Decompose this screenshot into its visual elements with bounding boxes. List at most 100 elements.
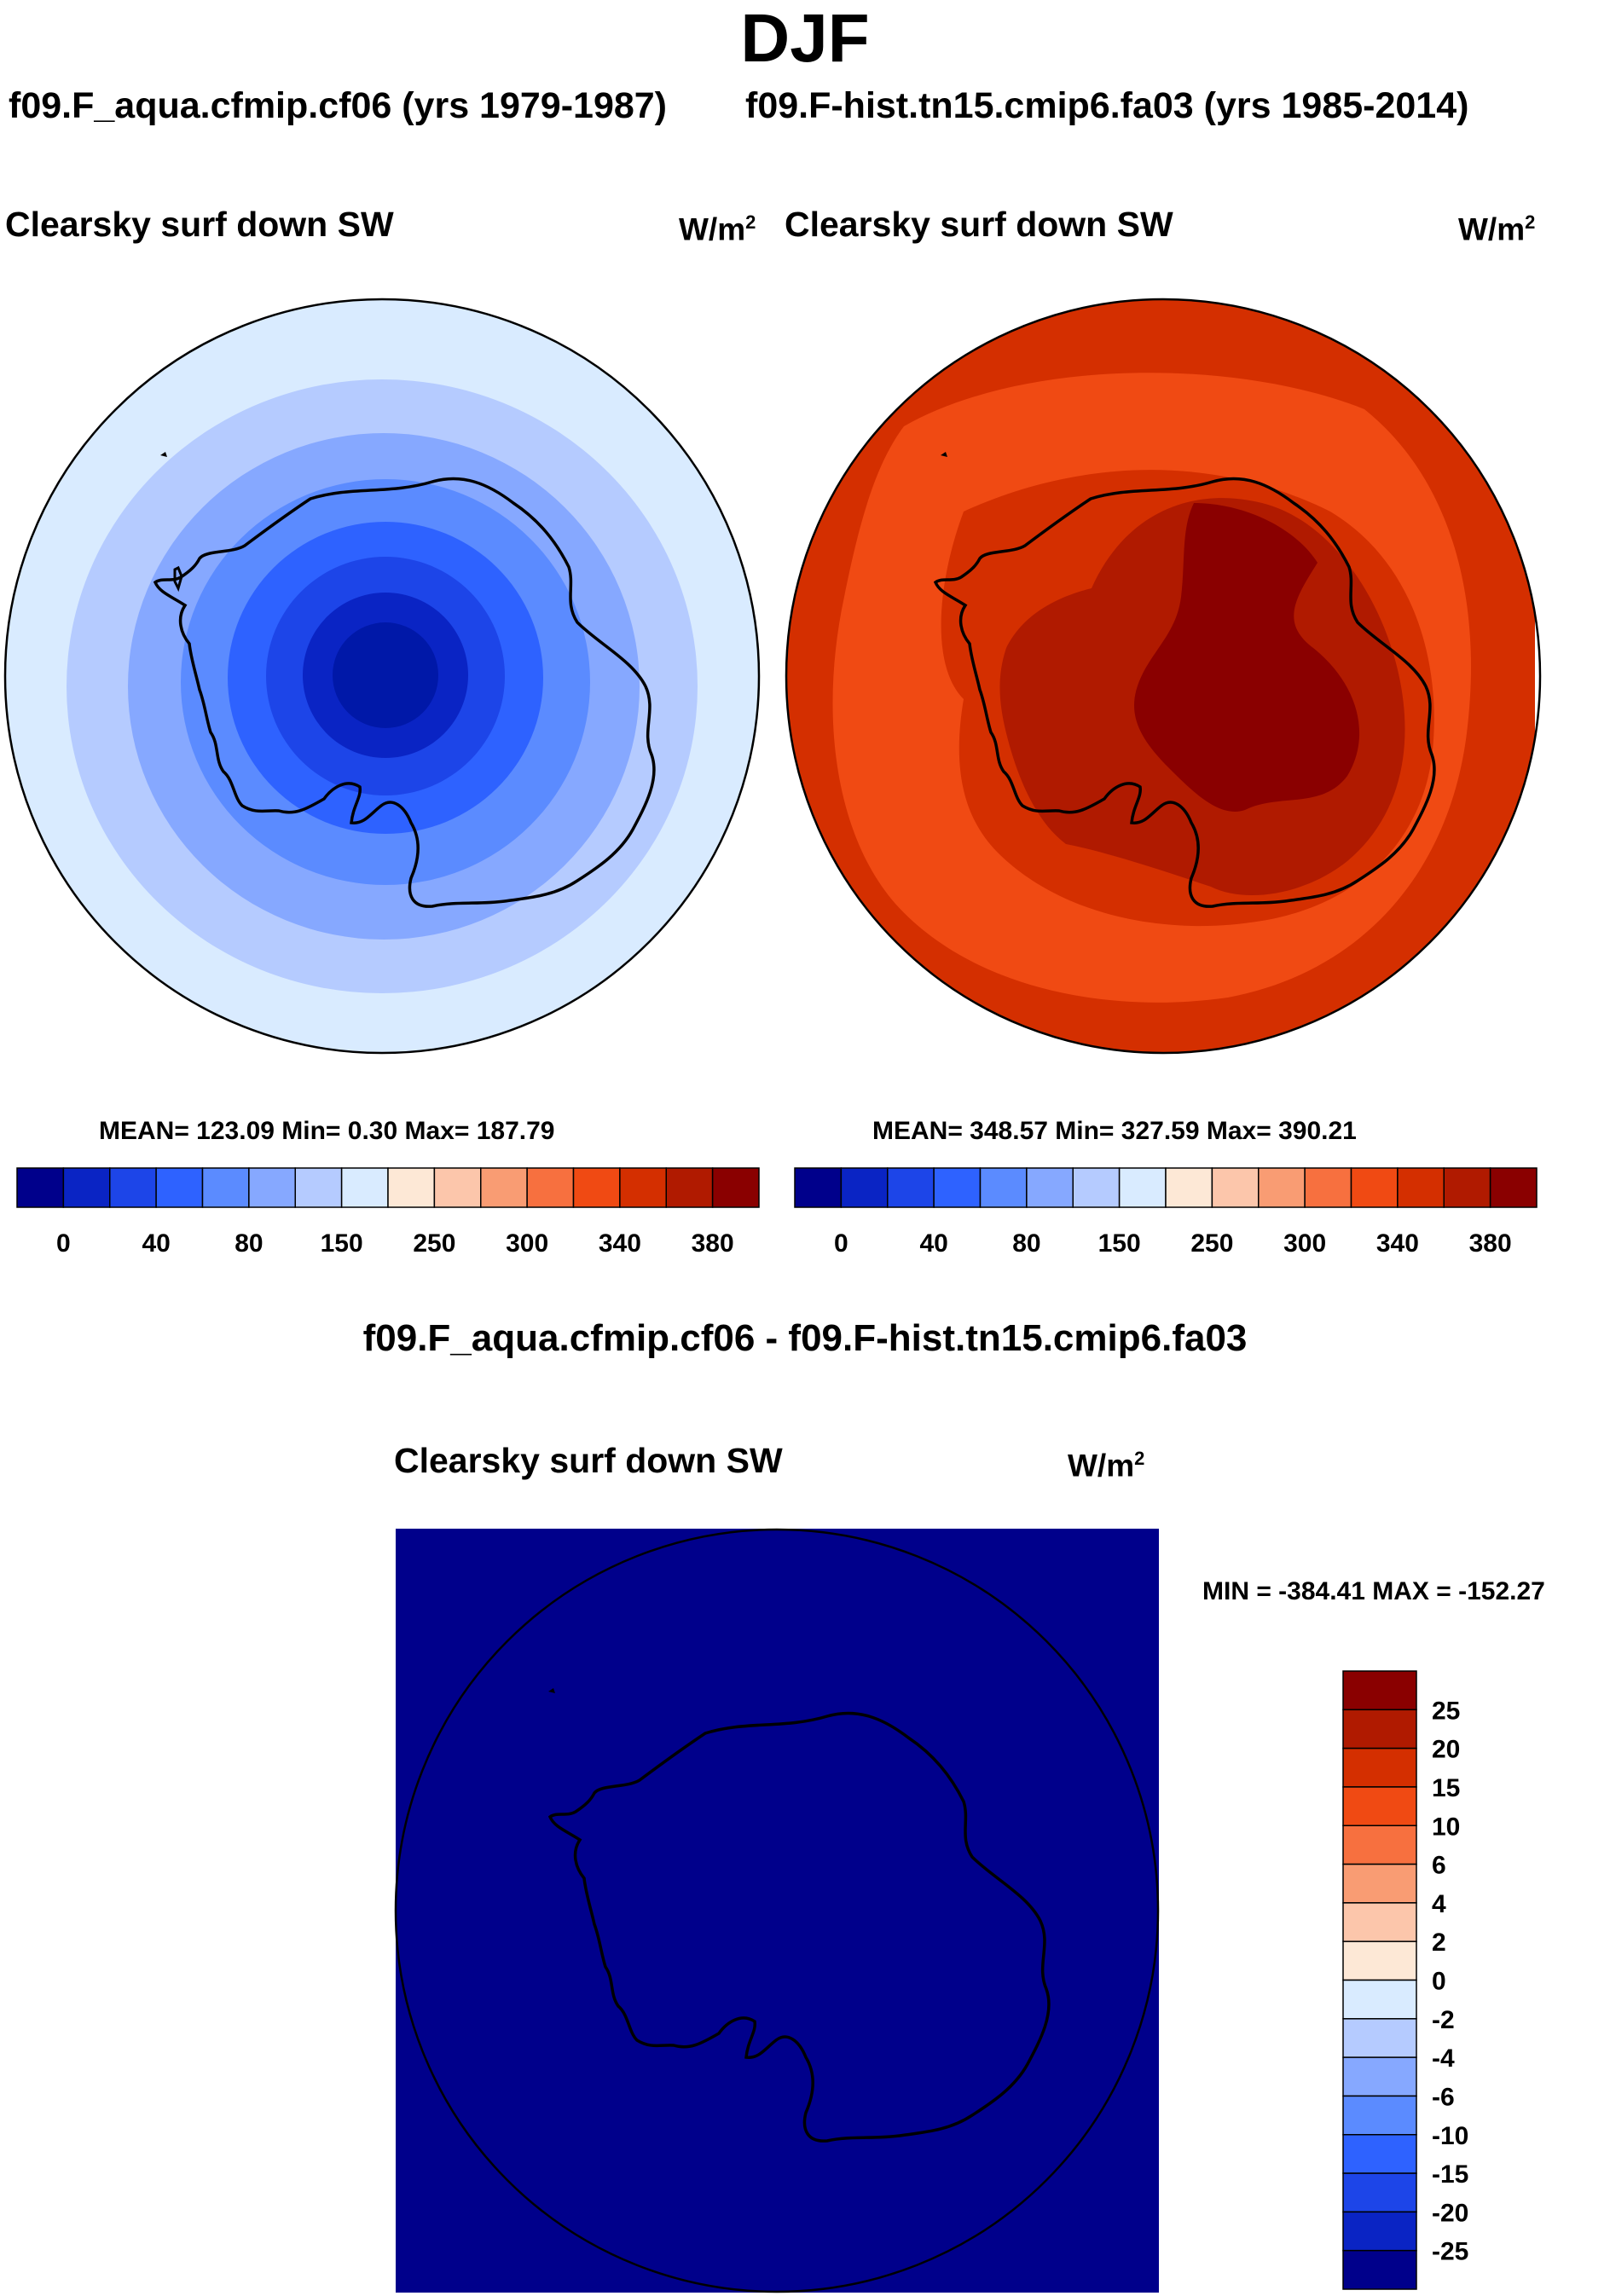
left-stats: MEAN= 123.09 Min= 0.30 Max= 187.79 <box>99 1117 555 1145</box>
colorbar-tick-label: -2 <box>1432 2006 1455 2034</box>
figure-title: DJF <box>740 0 870 76</box>
colorbar-swatch <box>1165 1167 1213 1208</box>
colorbar-tick-label: 250 <box>413 1229 455 1258</box>
colorbar-swatch <box>294 1167 343 1208</box>
diff-units-label: W/m2 <box>1068 1448 1145 1483</box>
colorbar-swatch <box>1072 1167 1121 1208</box>
diff-title: f09.F_aqua.cfmip.cf06 - f09.F-hist.tn15.… <box>362 1317 1248 1359</box>
colorbar-swatch <box>433 1167 482 1208</box>
colorbar-tick-label: -20 <box>1432 2199 1468 2227</box>
colorbar-tick-label: 0 <box>56 1229 71 1258</box>
colorbar-swatch <box>1342 1902 1417 1942</box>
left-map <box>3 298 761 1055</box>
colorbar-swatch <box>1342 1786 1417 1826</box>
colorbar-tick-label: -6 <box>1432 2083 1455 2111</box>
colorbar-swatch <box>1304 1167 1352 1208</box>
colorbar-swatch <box>387 1167 436 1208</box>
colorbar-tick-label: 150 <box>321 1229 363 1258</box>
colorbar-swatch <box>665 1167 714 1208</box>
colorbar-tick-label: 80 <box>1012 1229 1040 1258</box>
right-variable-label: Clearsky surf down SW <box>785 205 1173 244</box>
colorbar-swatch <box>1443 1167 1491 1208</box>
colorbar-swatch <box>1489 1167 1538 1208</box>
right-units-label: W/m2 <box>1458 211 1536 247</box>
colorbar-tick-label: 300 <box>1283 1229 1326 1258</box>
left-island <box>173 565 183 593</box>
colorbar-tick-label: 25 <box>1432 1697 1460 1725</box>
right-island <box>941 452 947 457</box>
diff-map-boundary <box>394 1528 1160 2293</box>
colorbar-swatch <box>1342 2095 1417 2136</box>
colorbar-tick-label: 40 <box>919 1229 947 1258</box>
colorbar-swatch <box>1342 2018 1417 2058</box>
colorbar-swatch <box>1258 1167 1306 1208</box>
left-map-boundary <box>3 298 761 1055</box>
colorbar-tick-label: 15 <box>1432 1774 1460 1802</box>
colorbar-tick-label: 0 <box>1432 1968 1446 1996</box>
colorbar-swatch <box>933 1167 982 1208</box>
colorbar-tick-label: 380 <box>1469 1229 1512 1258</box>
colorbar-swatch <box>572 1167 621 1208</box>
colorbar-tick-label: 340 <box>1376 1229 1419 1258</box>
colorbar-tick-label: 2 <box>1432 1929 1446 1957</box>
diff-stats: MIN = -384.41 MAX = -152.27 <box>1202 1577 1545 1605</box>
colorbar-tick-label: -25 <box>1432 2238 1468 2266</box>
colorbar-swatch <box>840 1167 889 1208</box>
colorbar-tick-label: 0 <box>834 1229 848 1258</box>
left-units-label: W/m2 <box>679 211 756 247</box>
colorbar-swatch <box>887 1167 935 1208</box>
colorbar-swatch <box>1211 1167 1260 1208</box>
colorbar-tick-label: 250 <box>1190 1229 1233 1258</box>
colorbar-tick-label: 150 <box>1098 1229 1141 1258</box>
case-title-right: f09.F-hist.tn15.cmip6.fa03 (yrs 1985-201… <box>745 85 1469 126</box>
colorbar-swatch <box>16 1167 65 1208</box>
colorbar-swatch <box>155 1167 204 1208</box>
colorbar-tick-label: 80 <box>235 1229 263 1258</box>
colorbar-swatch <box>979 1167 1028 1208</box>
colorbar-swatch <box>526 1167 575 1208</box>
colorbar-swatch <box>201 1167 250 1208</box>
colorbar-swatch <box>109 1167 157 1208</box>
left-field-band <box>333 622 438 728</box>
colorbar-swatch <box>1342 2134 1417 2174</box>
colorbar-swatch <box>480 1167 528 1208</box>
right-field-band <box>1134 503 1360 812</box>
left-variable-label: Clearsky surf down SW <box>5 205 394 244</box>
colorbar-right: 0 40 80 150 250 300 340 380 <box>794 1167 1538 1258</box>
colorbar-swatch <box>248 1167 296 1208</box>
diff-island <box>548 1688 555 1693</box>
colorbar-tick-label: 380 <box>692 1229 734 1258</box>
colorbar-left: 0 40 80 150 250 300 340 380 <box>16 1167 760 1258</box>
colorbar-tick-label: 20 <box>1432 1736 1460 1764</box>
right-stats: MEAN= 348.57 Min= 327.59 Max= 390.21 <box>872 1117 1357 1145</box>
colorbar-swatch <box>1342 1747 1417 1788</box>
colorbar-swatch <box>1342 1670 1417 1711</box>
right-map-boundary <box>785 298 1542 1055</box>
colorbar-swatch <box>711 1167 760 1208</box>
colorbar-swatch <box>62 1167 111 1208</box>
colorbar-tick-label: 10 <box>1432 1813 1460 1841</box>
colorbar-tick-label: 4 <box>1432 1890 1446 1918</box>
colorbar-tick-label: -15 <box>1432 2160 1468 2189</box>
case-title-left: f09.F_aqua.cfmip.cf06 (yrs 1979-1987) <box>9 85 668 126</box>
left-island <box>160 452 167 457</box>
colorbar-swatch <box>1350 1167 1399 1208</box>
diff-field <box>396 1529 1159 2293</box>
colorbar-swatch <box>1342 2211 1417 2252</box>
diff-map <box>394 1528 1160 2293</box>
colorbar-swatch <box>1397 1167 1445 1208</box>
colorbar-swatch <box>1026 1167 1074 1208</box>
colorbar-swatch <box>1342 1709 1417 1749</box>
colorbar-swatch <box>619 1167 667 1208</box>
diff-variable-label: Clearsky surf down SW <box>394 1441 783 1480</box>
colorbar-swatch <box>1342 2056 1417 2097</box>
colorbar-swatch <box>1342 2249 1417 2290</box>
colorbar-tick-label: 6 <box>1432 1852 1446 1880</box>
colorbar-tick-label: -4 <box>1432 2044 1455 2073</box>
colorbar-swatch <box>1342 1979 1417 2020</box>
right-map <box>785 298 1542 1055</box>
colorbar-swatch <box>1342 1863 1417 1904</box>
colorbar-swatch <box>1118 1167 1167 1208</box>
